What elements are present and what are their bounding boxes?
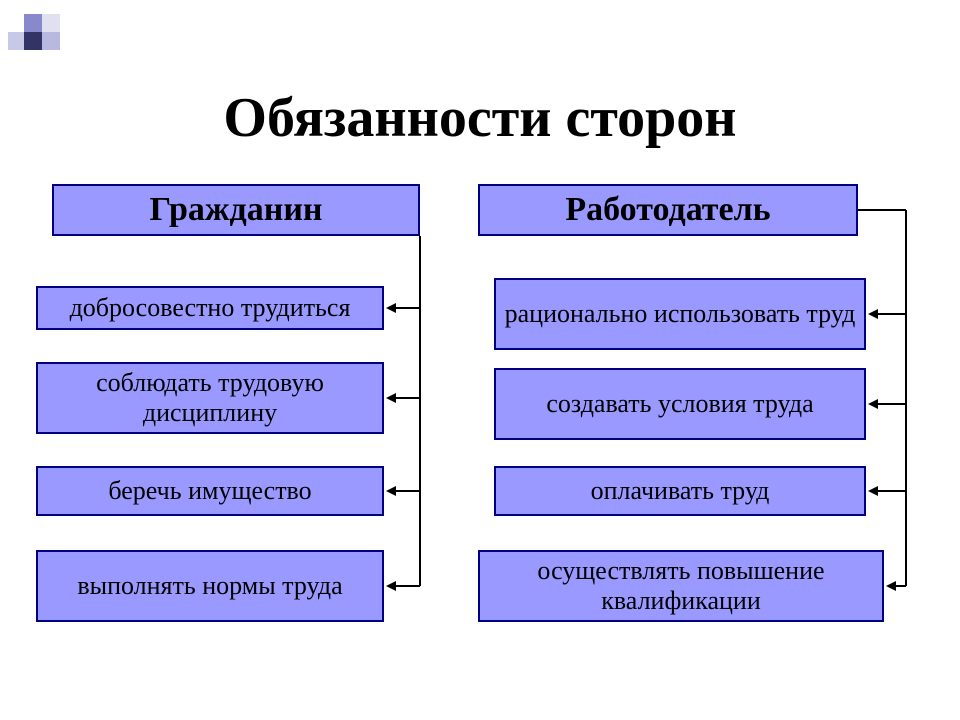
- corner-square: [24, 14, 42, 32]
- employer-item-1: создавать условия труда: [494, 368, 866, 440]
- employer-item-0: рационально использовать труд: [494, 278, 866, 350]
- citizen-item-0: добросовестно трудиться: [36, 286, 384, 330]
- citizen-item-3: выполнять нормы труда: [36, 550, 384, 622]
- corner-square: [42, 14, 60, 32]
- header-citizen: Гражданин: [52, 184, 420, 236]
- corner-square: [24, 32, 42, 50]
- employer-item-2: оплачивать труд: [494, 466, 866, 516]
- corner-square: [42, 32, 60, 50]
- employer-item-3: осуществлять повышение квалификации: [478, 550, 884, 622]
- citizen-item-1: соблюдать трудовую дисциплину: [36, 362, 384, 434]
- citizen-item-2: беречь имущество: [36, 466, 384, 516]
- header-employer: Работодатель: [478, 184, 858, 236]
- corner-decoration: [0, 0, 80, 80]
- slide-title: Обязанности сторон: [0, 86, 960, 150]
